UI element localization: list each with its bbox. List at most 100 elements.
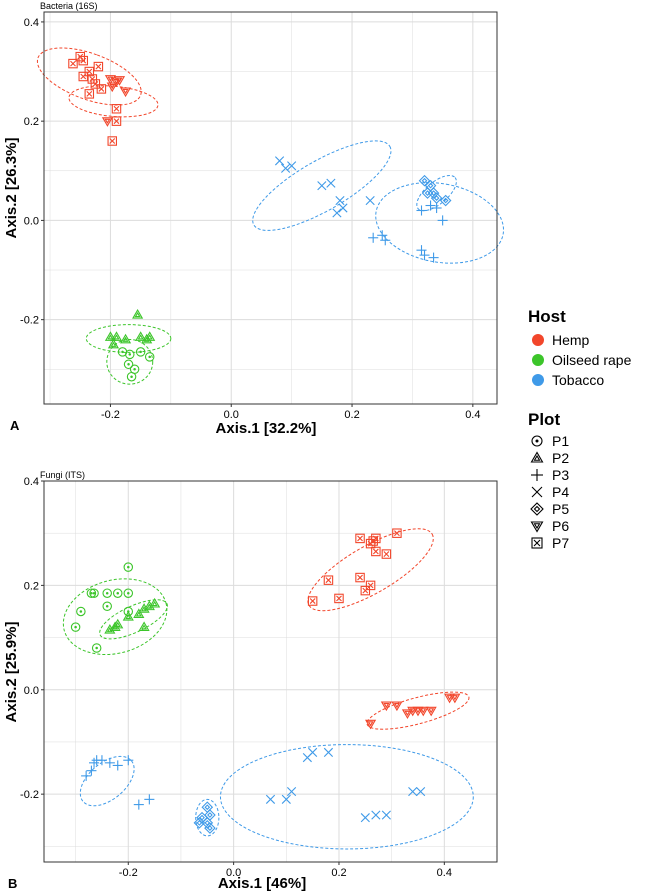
data-point	[416, 786, 426, 797]
data-point	[93, 61, 104, 72]
data-point	[392, 528, 402, 538]
legend-plot-entry: P1	[531, 433, 569, 449]
legend-plot-symbol	[530, 521, 544, 533]
legend-host-entry: Hemp	[532, 332, 590, 348]
legend-plot-symbol	[531, 435, 543, 447]
legend-host-swatch	[532, 354, 544, 366]
legend-host-entry: Oilseed rape	[532, 352, 632, 368]
legend-plot-label: P1	[552, 433, 569, 449]
panel-b-xlabel: Axis.1 [46%]	[218, 875, 306, 892]
data-point	[107, 338, 120, 349]
data-point	[123, 562, 134, 572]
data-point	[439, 194, 452, 207]
data-point	[355, 533, 365, 544]
panel-a-ylabel: Axis.2 [26.3%]	[3, 138, 20, 239]
confidence-ellipse	[106, 338, 154, 385]
panel-b-background	[44, 481, 497, 862]
data-point	[132, 308, 144, 319]
data-point	[86, 588, 97, 598]
data-point	[421, 187, 434, 199]
data-point	[444, 693, 456, 704]
confidence-ellipse	[62, 578, 168, 656]
data-point	[133, 799, 144, 810]
legend-plot-entry: P7	[531, 535, 569, 551]
data-point	[274, 156, 285, 166]
data-point	[144, 794, 155, 805]
data-point	[335, 195, 345, 206]
confidence-ellipse	[195, 798, 220, 837]
data-point	[112, 588, 123, 598]
confidence-ellipse	[375, 182, 505, 264]
data-point	[360, 585, 371, 596]
data-point	[281, 163, 291, 173]
data-point	[419, 250, 430, 261]
legend-host-swatch	[532, 334, 544, 346]
data-point	[449, 693, 461, 704]
data-point	[401, 709, 414, 719]
y-tick-label: 0.2	[24, 580, 39, 592]
legend-plot-entry: P6	[530, 518, 569, 534]
data-point	[428, 252, 439, 263]
data-point	[91, 643, 102, 653]
data-point	[68, 58, 78, 69]
panel-b-label: B	[8, 876, 17, 891]
data-point	[89, 757, 100, 768]
data-point	[138, 621, 150, 632]
data-point	[381, 549, 392, 559]
data-point	[104, 757, 115, 768]
panel-b-ticks: -0.2 0.0 0.2 0.4 -0.2 0.0 0.2 0.4	[20, 476, 452, 879]
data-point	[119, 333, 132, 344]
panel-a: -0.2 0.0 0.2 0.4 -0.2 0.0 0.2 0.4 Bacteria (16S…	[3, 1, 505, 437]
data-point	[135, 331, 147, 341]
data-point	[112, 760, 123, 771]
data-point	[135, 347, 146, 357]
data-point	[365, 719, 377, 730]
x-tick-label: 0.0	[226, 867, 241, 879]
panel-a-plot-area: -0.2 0.0 0.2 0.4 -0.2 0.0 0.2 0.4	[20, 11, 505, 421]
legend-plot-label: P5	[552, 501, 569, 517]
data-point	[381, 810, 391, 820]
data-point	[323, 575, 334, 585]
legend-host-label: Oilseed rape	[552, 352, 632, 368]
legend: Host Hemp Oilseed rape Tobacco Plot P1P2P3…	[528, 307, 632, 551]
data-point	[408, 786, 418, 797]
y-tick-label: -0.2	[20, 315, 39, 327]
confidence-ellipse	[366, 691, 470, 730]
panel-b-title: Fungi (ITS)	[40, 470, 85, 480]
data-point	[133, 608, 145, 618]
y-tick-label: 0.0	[24, 215, 39, 227]
confidence-ellipse	[36, 47, 142, 106]
data-point	[281, 794, 291, 804]
data-point	[76, 606, 86, 617]
data-point	[365, 195, 375, 206]
legend-plot-label: P4	[552, 484, 569, 500]
data-point	[431, 202, 442, 214]
data-point	[78, 71, 89, 82]
legend-host-title: Host	[528, 307, 566, 326]
data-point	[113, 76, 126, 86]
data-point	[96, 84, 107, 94]
data-point	[119, 87, 132, 98]
legend-plot-symbol	[531, 469, 543, 481]
legend-plot-symbol	[530, 502, 544, 516]
data-point	[204, 822, 216, 834]
data-point	[338, 203, 348, 213]
confidence-ellipse	[85, 324, 172, 353]
data-point	[101, 117, 113, 127]
y-tick-label: 0.4	[24, 17, 39, 29]
data-point	[111, 104, 122, 114]
panel-a-points	[68, 51, 452, 382]
legend-plot-label: P6	[552, 518, 569, 534]
legend-plot-entry: P2	[530, 450, 569, 466]
data-point	[96, 755, 107, 766]
data-point	[417, 706, 429, 717]
y-tick-label: 0.0	[24, 685, 39, 697]
data-point	[104, 331, 117, 341]
data-point	[334, 593, 344, 604]
panel-a-title: Bacteria (16S)	[40, 1, 98, 11]
data-point	[84, 89, 95, 99]
legend-plot-entry: P4	[531, 484, 569, 500]
panel-a-xlabel: Axis.1 [32.2%]	[216, 420, 317, 437]
data-point	[144, 331, 156, 341]
data-point	[123, 359, 134, 370]
